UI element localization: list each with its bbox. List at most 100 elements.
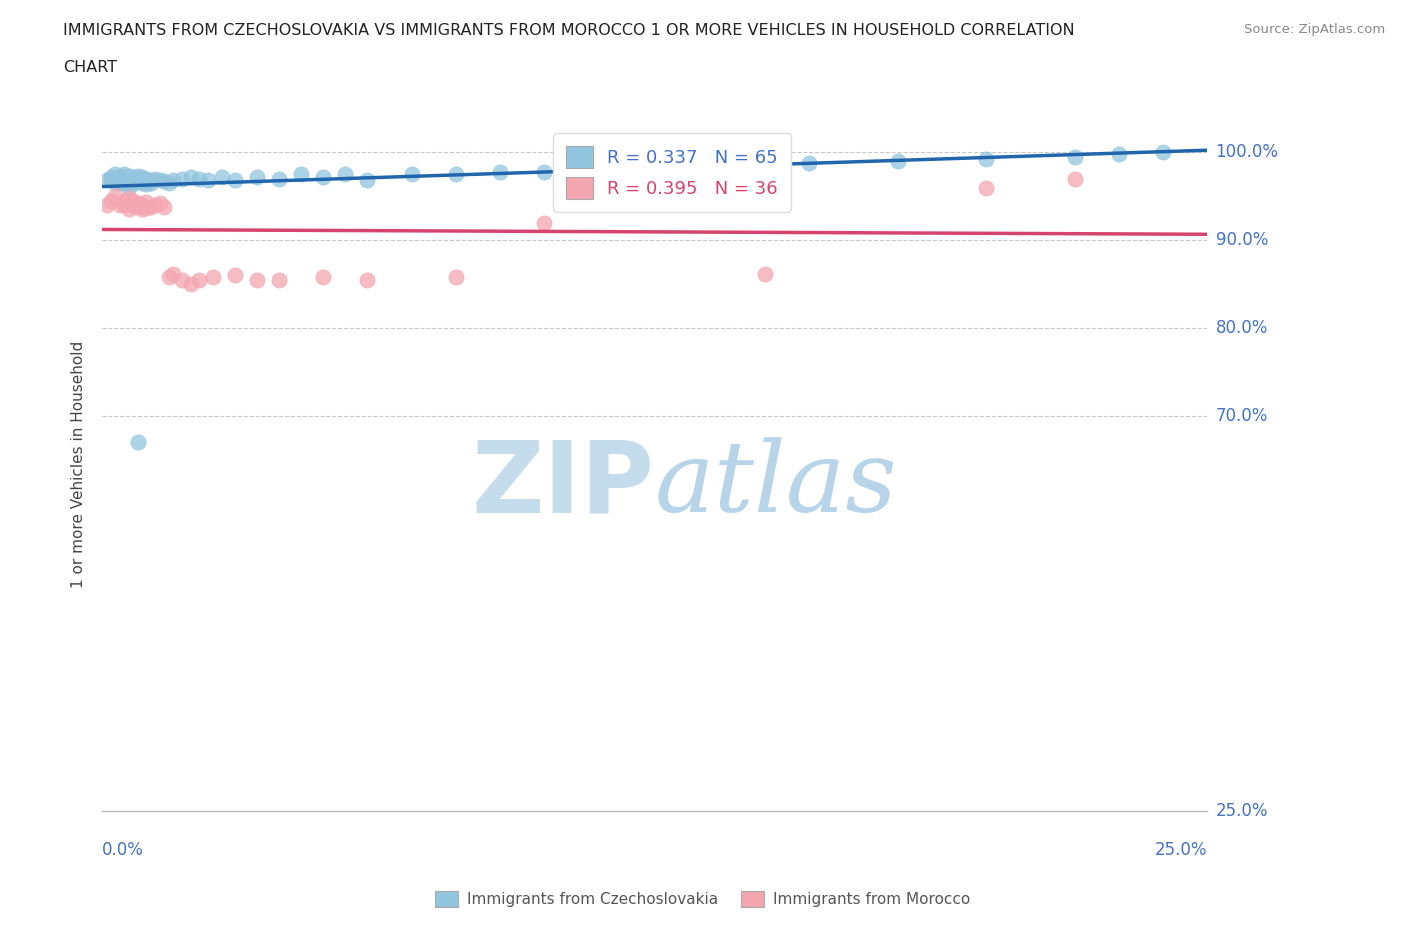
- Point: [131, 198, 153, 213]
- Point: [108, 198, 131, 213]
- Point: [108, 168, 131, 183]
- Legend: R = 0.337   N = 65, R = 0.395   N = 36: R = 0.337 N = 65, R = 0.395 N = 36: [553, 133, 790, 212]
- Point: [887, 153, 910, 168]
- Point: [1108, 147, 1130, 162]
- Point: [122, 176, 145, 191]
- Point: [139, 199, 162, 214]
- Point: [335, 166, 357, 181]
- Point: [127, 434, 149, 449]
- Point: [104, 166, 127, 181]
- Text: ZIP: ZIP: [472, 436, 655, 533]
- Point: [112, 198, 135, 213]
- Point: [112, 176, 135, 191]
- Point: [489, 165, 512, 179]
- Point: [170, 272, 193, 287]
- Point: [444, 166, 467, 181]
- Point: [127, 168, 149, 183]
- Point: [312, 169, 335, 184]
- Point: [122, 173, 145, 188]
- Point: [188, 272, 211, 287]
- Point: [100, 193, 122, 208]
- Point: [135, 174, 157, 189]
- Point: [131, 176, 153, 191]
- Point: [104, 189, 127, 204]
- Point: [576, 163, 599, 178]
- Point: [100, 173, 122, 188]
- Point: [267, 171, 290, 186]
- Point: [108, 171, 131, 186]
- Point: [974, 180, 997, 195]
- Point: [974, 151, 997, 166]
- Point: [112, 173, 135, 188]
- Point: [188, 171, 211, 186]
- Text: 100.0%: 100.0%: [1216, 143, 1278, 162]
- Text: 0.0%: 0.0%: [103, 842, 143, 859]
- Point: [157, 176, 180, 191]
- Point: [1063, 171, 1085, 186]
- Point: [149, 173, 172, 188]
- Point: [108, 176, 131, 191]
- Point: [104, 171, 127, 186]
- Point: [118, 202, 141, 217]
- Point: [1063, 150, 1085, 165]
- Text: CHART: CHART: [63, 60, 117, 75]
- Text: atlas: atlas: [655, 437, 897, 532]
- Point: [444, 270, 467, 285]
- Point: [135, 177, 157, 192]
- Point: [312, 270, 335, 285]
- Point: [131, 202, 153, 217]
- Point: [401, 166, 423, 181]
- Point: [246, 272, 269, 287]
- Point: [135, 200, 157, 215]
- Point: [127, 174, 149, 189]
- Point: [143, 171, 166, 186]
- Point: [127, 196, 149, 211]
- Point: [122, 193, 145, 208]
- Point: [180, 276, 202, 291]
- Point: [96, 173, 118, 188]
- Point: [100, 169, 122, 184]
- Point: [533, 165, 555, 179]
- Point: [710, 158, 733, 173]
- Point: [118, 171, 141, 186]
- Point: [1152, 145, 1174, 160]
- Point: [139, 173, 162, 188]
- Point: [112, 193, 135, 208]
- Text: IMMIGRANTS FROM CZECHOSLOVAKIA VS IMMIGRANTS FROM MOROCCO 1 OR MORE VEHICLES IN : IMMIGRANTS FROM CZECHOSLOVAKIA VS IMMIGR…: [63, 23, 1076, 38]
- Point: [96, 198, 118, 213]
- Text: 25.0%: 25.0%: [1216, 802, 1268, 819]
- Point: [162, 266, 184, 281]
- Point: [112, 169, 135, 184]
- Legend: Immigrants from Czechoslovakia, Immigrants from Morocco: Immigrants from Czechoslovakia, Immigran…: [429, 884, 977, 913]
- Point: [356, 173, 378, 188]
- Point: [135, 171, 157, 186]
- Point: [267, 272, 290, 287]
- Point: [162, 173, 184, 188]
- Point: [127, 171, 149, 186]
- Point: [153, 174, 176, 189]
- Point: [754, 266, 776, 281]
- Point: [224, 173, 246, 188]
- Point: [108, 173, 131, 188]
- Point: [131, 169, 153, 184]
- Point: [122, 169, 145, 184]
- Text: 90.0%: 90.0%: [1216, 232, 1268, 249]
- Point: [356, 272, 378, 287]
- Text: Source: ZipAtlas.com: Source: ZipAtlas.com: [1244, 23, 1385, 36]
- Point: [143, 198, 166, 213]
- Text: 70.0%: 70.0%: [1216, 406, 1268, 425]
- Point: [118, 176, 141, 191]
- Point: [112, 166, 135, 181]
- Point: [533, 215, 555, 230]
- Point: [104, 176, 127, 191]
- Point: [139, 176, 162, 191]
- Text: 25.0%: 25.0%: [1154, 842, 1208, 859]
- Point: [118, 180, 141, 195]
- Point: [180, 169, 202, 184]
- Point: [290, 166, 312, 181]
- Point: [246, 169, 269, 184]
- Point: [157, 270, 180, 285]
- Point: [149, 196, 172, 211]
- Point: [170, 171, 193, 186]
- Point: [224, 268, 246, 283]
